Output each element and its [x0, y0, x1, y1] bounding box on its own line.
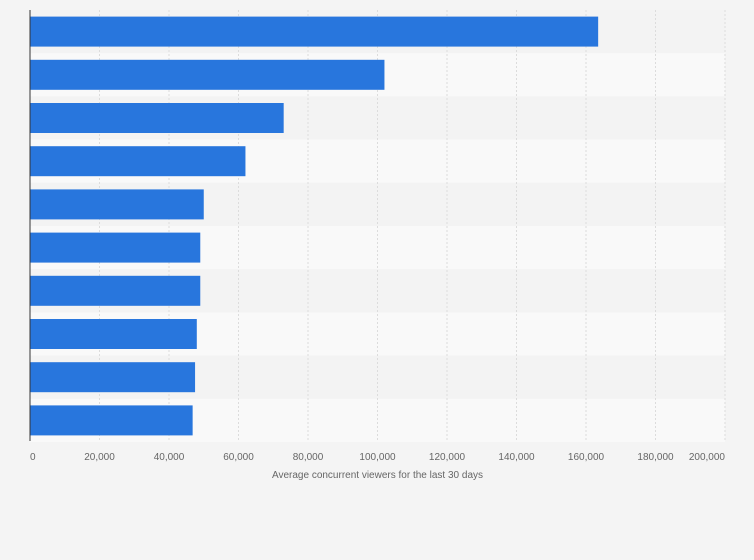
bar[interactable] [30, 189, 204, 220]
x-tick-label: 120,000 [429, 452, 466, 463]
bar[interactable] [30, 16, 599, 47]
x-tick-label: 0 [30, 452, 36, 463]
x-tick-label: 60,000 [223, 452, 254, 463]
x-axis-title: Average concurrent viewers for the last … [272, 470, 483, 481]
bar[interactable] [30, 275, 201, 306]
x-tick-label: 180,000 [637, 452, 674, 463]
bar[interactable] [30, 405, 193, 436]
bar[interactable] [30, 59, 385, 90]
bar[interactable] [30, 319, 197, 349]
x-tick-label: 40,000 [154, 452, 185, 463]
bars [30, 16, 599, 436]
x-tick-label: 200,000 [689, 452, 726, 463]
bar[interactable] [30, 232, 201, 263]
bar[interactable] [30, 362, 196, 393]
x-axis-ticks: 0 20,000 40,000 60,000 80,000 100,000 120,000 1… [30, 452, 725, 463]
bar[interactable] [30, 146, 246, 177]
x-tick-label: 100,000 [359, 452, 396, 463]
x-tick-label: 140,000 [498, 452, 535, 463]
bar[interactable] [30, 103, 284, 133]
x-tick-label: 20,000 [84, 452, 115, 463]
x-tick-label: 80,000 [293, 452, 324, 463]
x-tick-label: 160,000 [568, 452, 605, 463]
